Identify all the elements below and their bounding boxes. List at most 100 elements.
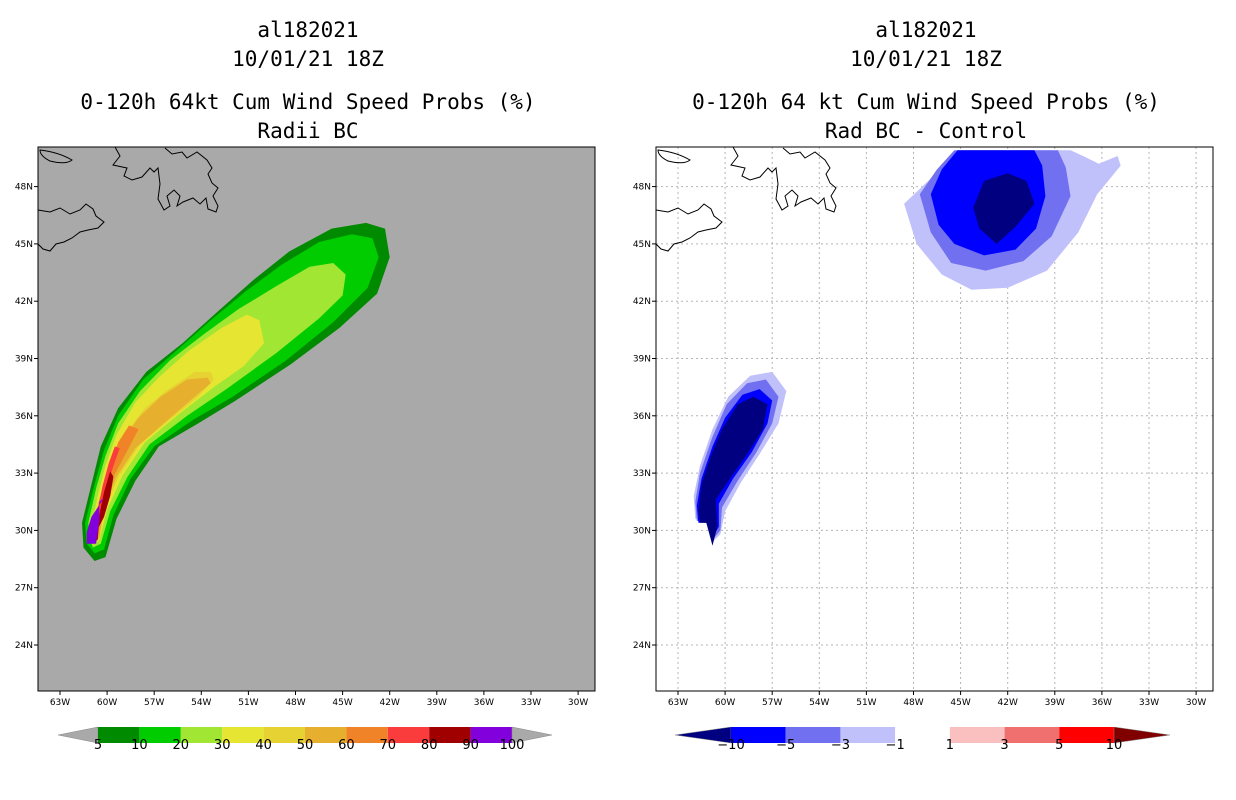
colorbar-swatch [840, 727, 896, 743]
x-tick-label: 39W [427, 698, 447, 708]
right-chart-title: 0-120h 64 kt Cum Wind Speed Probs (%) [692, 90, 1160, 114]
x-tick-label: 36W [474, 698, 494, 708]
right-labrador-islet [657, 149, 691, 164]
x-tick-label: 54W [191, 698, 211, 708]
contour-level--10 [698, 396, 768, 546]
left-nova-scotia-coast [37, 203, 105, 252]
contour-level-80 [93, 471, 114, 542]
y-tick-label: 33N [15, 469, 33, 479]
right-newfoundland-coast [730, 146, 837, 213]
colorbar-swatch [731, 727, 786, 743]
x-tick-label: 33W [1139, 698, 1159, 708]
left-coastline [37, 146, 219, 252]
colorbar-swatch [470, 727, 512, 743]
x-tick-label: 45W [332, 698, 352, 708]
x-tick-label: 51W [856, 698, 876, 708]
y-tick-label: 30N [633, 526, 651, 536]
colorbar-swatch [949, 727, 1005, 743]
contour-level-30 [91, 314, 265, 544]
right-nova-scotia-coast [655, 203, 723, 252]
colorbar-swatch [98, 727, 140, 743]
left-chart-title: 0-120h 64kt Cum Wind Speed Probs (%) [80, 90, 535, 114]
colorbar-swatch [139, 727, 181, 743]
y-tick-label: 36N [15, 412, 33, 422]
colorbar-swatch [222, 727, 264, 743]
y-tick-label: 24N [15, 641, 33, 651]
x-tick-label: 42W [998, 698, 1018, 708]
colorbar-low-arrow [57, 726, 99, 744]
left-probability-contours [82, 222, 390, 561]
colorbar-label: −3 [831, 738, 850, 753]
colorbar-swatch [429, 727, 471, 743]
colorbar-swatch [895, 727, 950, 743]
colorbar-label: 20 [173, 738, 190, 753]
x-tick-label: 57W [762, 698, 782, 708]
x-tick-label: 60W [97, 698, 117, 708]
colorbar-label: 80 [421, 738, 438, 753]
colorbar-swatch [305, 727, 347, 743]
colorbar-label: 90 [462, 738, 479, 753]
x-tick-label: 51W [238, 698, 258, 708]
colorbar-label: 5 [94, 738, 102, 753]
right-map-area: 63W 60W 57W 54W 51W 48W 45W 42W 39W 36W 33W 30W 24N… [633, 146, 1214, 708]
right-storm-id: al182021 [875, 18, 976, 42]
y-tick-label: 27N [633, 584, 651, 594]
y-tick-label: 36N [633, 412, 651, 422]
right-longitude-ticks: 63W 60W 57W 54W 51W 48W 45W 42W 39W 36W 33W 30W [668, 691, 1206, 708]
x-tick-label: 54W [809, 698, 829, 708]
right-difference-contours [693, 150, 1121, 546]
right-chart-subtitle: Rad BC - Control [825, 119, 1027, 143]
colorbar-swatch [263, 727, 305, 743]
x-tick-label: 45W [950, 698, 970, 708]
colorbar-swatch [387, 727, 430, 743]
radii-bc-panel: al182021 10/01/21 18Z 0-120h 64kt Cum Wi… [15, 18, 596, 753]
y-tick-label: 33N [633, 469, 651, 479]
x-tick-label: 63W [50, 698, 70, 708]
colorbar-high-arrow [1113, 726, 1171, 744]
colorbar-swatch [180, 727, 223, 743]
colorbar-label: −5 [776, 738, 795, 753]
colorbar-label: −10 [717, 738, 744, 753]
left-labrador-islet [39, 149, 73, 164]
y-tick-label: 27N [15, 584, 33, 594]
colorbar-label: 100 [500, 738, 525, 753]
colorbar-label: 30 [214, 738, 231, 753]
y-tick-label: 30N [15, 526, 33, 536]
y-tick-label: 42N [15, 297, 33, 307]
right-latitude-ticks: 24N 27N 30N 33N 36N 39N 42N 45N 48N [633, 183, 656, 651]
x-tick-label: 36W [1092, 698, 1112, 708]
x-tick-label: 30W [1186, 698, 1206, 708]
right-colorbar: −10 −5 −3 −1 1 3 5 10 [674, 726, 1171, 753]
left-longitude-ticks: 63W 60W 57W 54W 51W 48W 45W 42W 39W 36W 33W 30W [50, 691, 588, 708]
x-tick-label: 48W [903, 698, 923, 708]
y-tick-label: 39N [15, 355, 33, 365]
y-tick-label: 39N [633, 355, 651, 365]
y-tick-label: 42N [633, 297, 651, 307]
left-storm-id: al182021 [257, 18, 358, 42]
colorbar-label: 5 [1055, 738, 1063, 753]
contour-level-20 [88, 263, 346, 548]
contour-level--10 [973, 173, 1035, 244]
colorbar-label: 1 [946, 738, 954, 753]
left-datetime: 10/01/21 18Z [232, 47, 384, 71]
y-tick-label: 45N [633, 240, 651, 250]
left-chart-subtitle: Radii BC [257, 119, 358, 143]
left-colorbar: 5 10 20 30 40 50 60 70 80 90 100 [57, 726, 553, 753]
colorbar-label: 60 [338, 738, 355, 753]
y-tick-label: 45N [15, 240, 33, 250]
colorbar-label: 10 [131, 738, 148, 753]
colorbar-label: 70 [380, 738, 397, 753]
x-tick-label: 39W [1045, 698, 1065, 708]
y-tick-label: 24N [633, 641, 651, 651]
colorbar-label: 10 [1106, 738, 1123, 753]
x-tick-label: 30W [568, 698, 588, 708]
right-map-frame [655, 146, 1214, 692]
contour-level-90 [86, 497, 104, 544]
y-tick-label: 48N [15, 183, 33, 193]
colorbar-high-arrow [511, 726, 553, 744]
y-tick-label: 48N [633, 183, 651, 193]
x-tick-label: 42W [380, 698, 400, 708]
right-coastline [655, 146, 837, 252]
left-map-area: 63W 60W 57W 54W 51W 48W 45W 42W 39W 36W 33W 30W 24N… [15, 146, 596, 708]
